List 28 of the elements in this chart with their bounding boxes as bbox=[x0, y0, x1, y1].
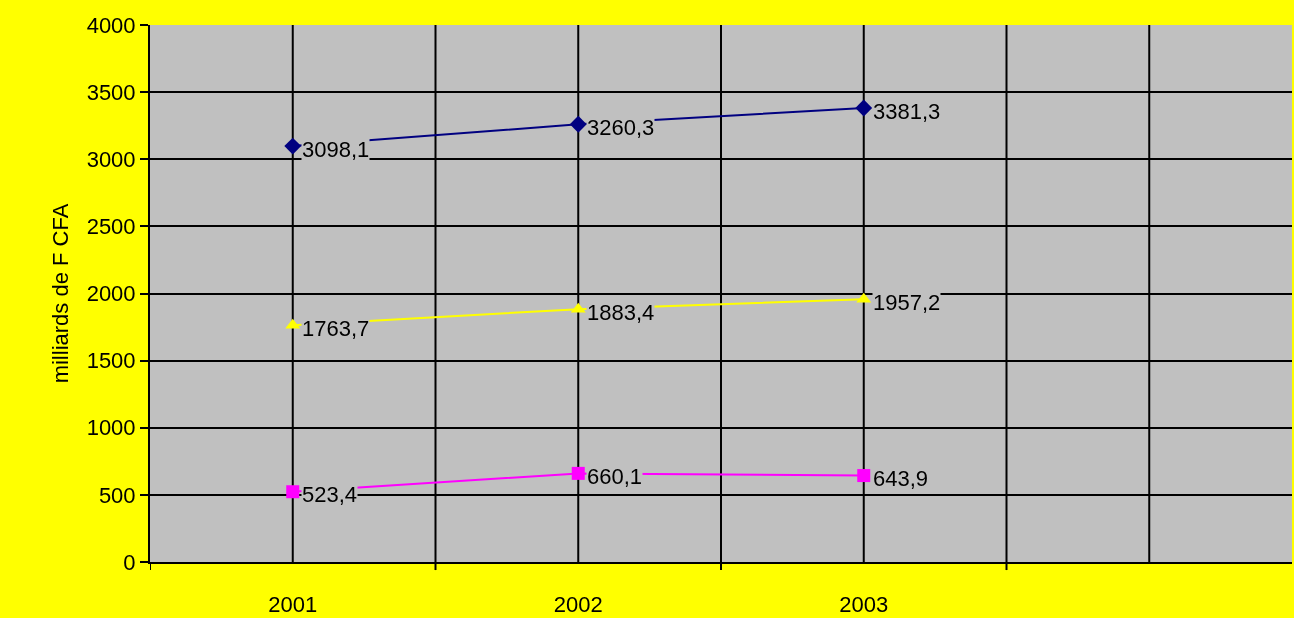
point bbox=[569, 115, 587, 133]
point bbox=[855, 99, 873, 117]
data-label: 660,1 bbox=[587, 464, 643, 489]
y-axis-title: milliards de F CFA bbox=[47, 203, 73, 384]
data-label: 1763,7 bbox=[302, 316, 370, 341]
y-tick-label: 2000 bbox=[86, 281, 136, 307]
y-tick-label: 4000 bbox=[86, 12, 136, 38]
x-tick-label: 2001 bbox=[268, 592, 318, 618]
data-label: 3260,3 bbox=[587, 115, 655, 140]
data-label: 3381,3 bbox=[873, 99, 941, 124]
point bbox=[284, 137, 302, 155]
data-label: 3098,1 bbox=[302, 137, 370, 162]
x-tick-label: 2002 bbox=[553, 592, 603, 618]
y-tick-label: 0 bbox=[123, 549, 136, 575]
y-tick-label: 3500 bbox=[86, 79, 136, 105]
y-tick-label: 3000 bbox=[86, 146, 136, 172]
point bbox=[857, 469, 871, 483]
point bbox=[571, 466, 585, 480]
y-tick-label: 1500 bbox=[86, 348, 136, 374]
data-label: 523,4 bbox=[302, 482, 358, 507]
y-tick-label: 1000 bbox=[86, 415, 136, 441]
data-label: 1957,2 bbox=[873, 290, 941, 315]
x-tick-label: 2003 bbox=[839, 592, 889, 618]
data-label: 1883,4 bbox=[587, 300, 655, 325]
point bbox=[286, 485, 300, 499]
y-tick-label: 500 bbox=[98, 482, 136, 508]
data-label: 643,9 bbox=[873, 466, 929, 491]
y-tick-label: 2500 bbox=[86, 214, 136, 240]
